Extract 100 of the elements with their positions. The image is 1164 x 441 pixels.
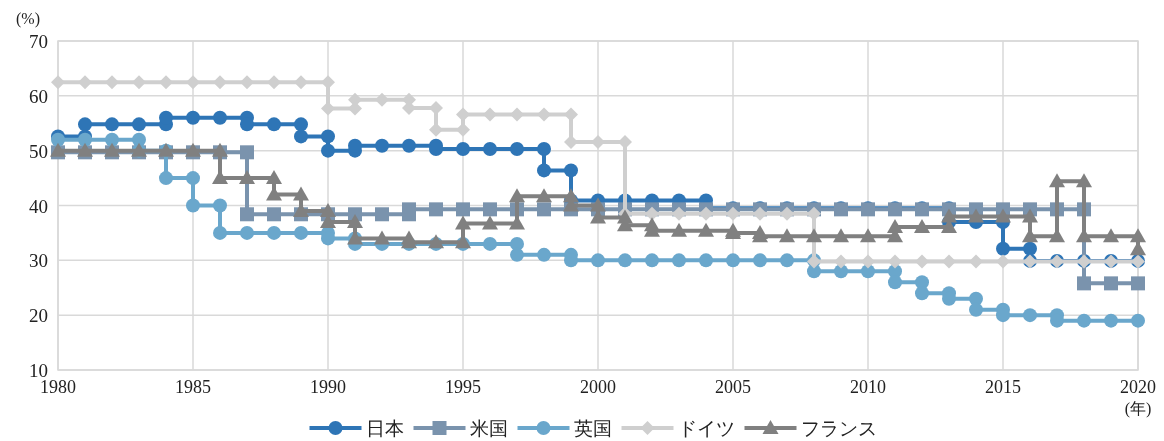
point (591, 134, 605, 149)
point (186, 75, 200, 90)
y-tick-label: 20 (29, 305, 48, 327)
point (834, 254, 848, 269)
point (132, 75, 146, 90)
point (375, 207, 389, 222)
point (321, 143, 335, 158)
point (483, 142, 497, 157)
y-tick-label: 50 (29, 140, 48, 162)
point (159, 171, 173, 186)
x-tick-label: 1990 (310, 377, 346, 397)
x-axis-title: (年) (1124, 400, 1152, 418)
point (483, 236, 497, 251)
point (240, 225, 254, 240)
point (240, 145, 254, 160)
point (915, 254, 929, 269)
point (240, 75, 254, 90)
point (483, 107, 497, 122)
point (510, 142, 524, 157)
point (78, 75, 92, 90)
point (672, 253, 686, 268)
point (105, 132, 119, 147)
point (213, 198, 227, 213)
point (1131, 313, 1145, 328)
point (213, 110, 227, 125)
point (780, 253, 794, 268)
point (699, 206, 713, 221)
legend-label: 米国 (469, 418, 508, 439)
point (429, 202, 443, 217)
legend-label: 日本 (365, 418, 404, 439)
point (105, 75, 119, 90)
point (132, 117, 146, 132)
point (888, 275, 902, 290)
point (321, 129, 335, 144)
point (1104, 313, 1118, 328)
x-tick-label: 1995 (445, 377, 481, 397)
point (105, 117, 119, 132)
point (375, 138, 389, 153)
point (672, 206, 686, 221)
point (510, 247, 524, 262)
point (456, 107, 470, 122)
point (186, 198, 200, 213)
point (429, 100, 443, 115)
point (321, 101, 335, 116)
point (861, 254, 875, 269)
x-tick-label: 2020 (1120, 377, 1156, 397)
point (564, 163, 578, 178)
x-tick-label: 2005 (715, 377, 751, 397)
y-tick-label: 60 (29, 85, 48, 107)
point (240, 207, 254, 222)
y-axis-title: (%) (16, 10, 40, 28)
legend-label: フランス (800, 418, 877, 439)
point (537, 202, 551, 217)
point (618, 134, 632, 149)
point (537, 107, 551, 122)
x-tick-label: 2015 (985, 377, 1021, 397)
point (888, 254, 902, 269)
point (537, 247, 551, 262)
point (753, 206, 767, 221)
point (267, 117, 281, 132)
point (1104, 276, 1118, 291)
y-tick-label: 40 (29, 195, 48, 217)
point (510, 107, 524, 122)
x-tick-label: 1985 (175, 377, 211, 397)
point (456, 142, 470, 157)
legend-label: ドイツ (677, 418, 735, 439)
point (726, 253, 740, 268)
point (213, 75, 227, 90)
point (375, 92, 389, 107)
point (159, 75, 173, 90)
point (753, 253, 767, 268)
point (51, 75, 65, 90)
point (699, 253, 713, 268)
point (591, 253, 605, 268)
point (213, 225, 227, 240)
point (402, 138, 416, 153)
point (537, 142, 551, 157)
point (186, 171, 200, 186)
point (726, 206, 740, 221)
point (294, 75, 308, 90)
point (645, 253, 659, 268)
point (294, 129, 308, 144)
y-tick-label: 30 (29, 250, 48, 272)
x-tick-label: 2000 (580, 377, 616, 397)
point (564, 107, 578, 122)
y-tick-label: 70 (29, 31, 48, 52)
point (294, 225, 308, 240)
point (996, 254, 1010, 269)
point (1077, 276, 1091, 291)
point (294, 117, 308, 132)
x-tick-label: 2010 (850, 377, 886, 397)
point (996, 241, 1010, 256)
point (267, 207, 281, 222)
point (537, 163, 551, 178)
point (969, 302, 983, 317)
point (78, 117, 92, 132)
legend-label: 英国 (573, 418, 612, 439)
point (618, 253, 632, 268)
point (456, 202, 470, 217)
point (186, 110, 200, 125)
